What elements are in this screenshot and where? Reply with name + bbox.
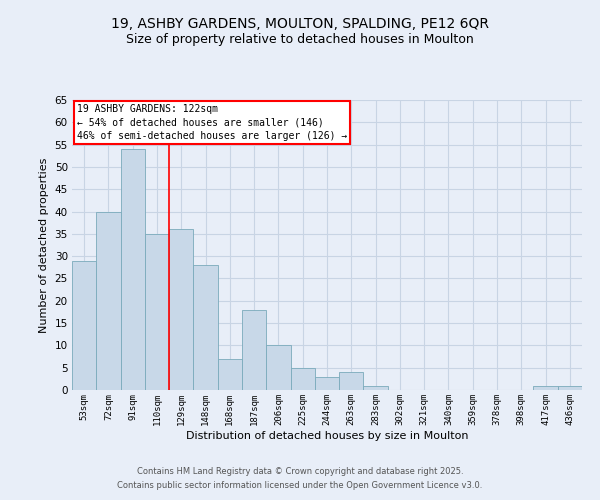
Bar (96, 212, 121, 390)
Bar (169, 230, 193, 390)
Bar (121, 149, 145, 390)
Bar (290, 368, 315, 390)
Bar (193, 265, 218, 390)
Text: 19, ASHBY GARDENS, MOULTON, SPALDING, PE12 6QR: 19, ASHBY GARDENS, MOULTON, SPALDING, PE… (111, 18, 489, 32)
Text: Contains public sector information licensed under the Open Government Licence v3: Contains public sector information licen… (118, 481, 482, 490)
Bar (145, 234, 169, 390)
Bar (339, 372, 364, 390)
Y-axis label: Number of detached properties: Number of detached properties (39, 158, 49, 332)
Bar (364, 386, 388, 390)
Bar (315, 376, 339, 390)
Bar (242, 310, 266, 390)
Bar (218, 359, 242, 390)
Bar (558, 386, 582, 390)
Bar (533, 386, 558, 390)
Bar (266, 346, 290, 390)
Bar (72, 260, 96, 390)
Text: Contains HM Land Registry data © Crown copyright and database right 2025.: Contains HM Land Registry data © Crown c… (137, 467, 463, 476)
Text: Size of property relative to detached houses in Moulton: Size of property relative to detached ho… (126, 32, 474, 46)
Text: 19 ASHBY GARDENS: 122sqm
← 54% of detached houses are smaller (146)
46% of semi-: 19 ASHBY GARDENS: 122sqm ← 54% of detach… (77, 104, 347, 141)
X-axis label: Distribution of detached houses by size in Moulton: Distribution of detached houses by size … (186, 430, 468, 440)
